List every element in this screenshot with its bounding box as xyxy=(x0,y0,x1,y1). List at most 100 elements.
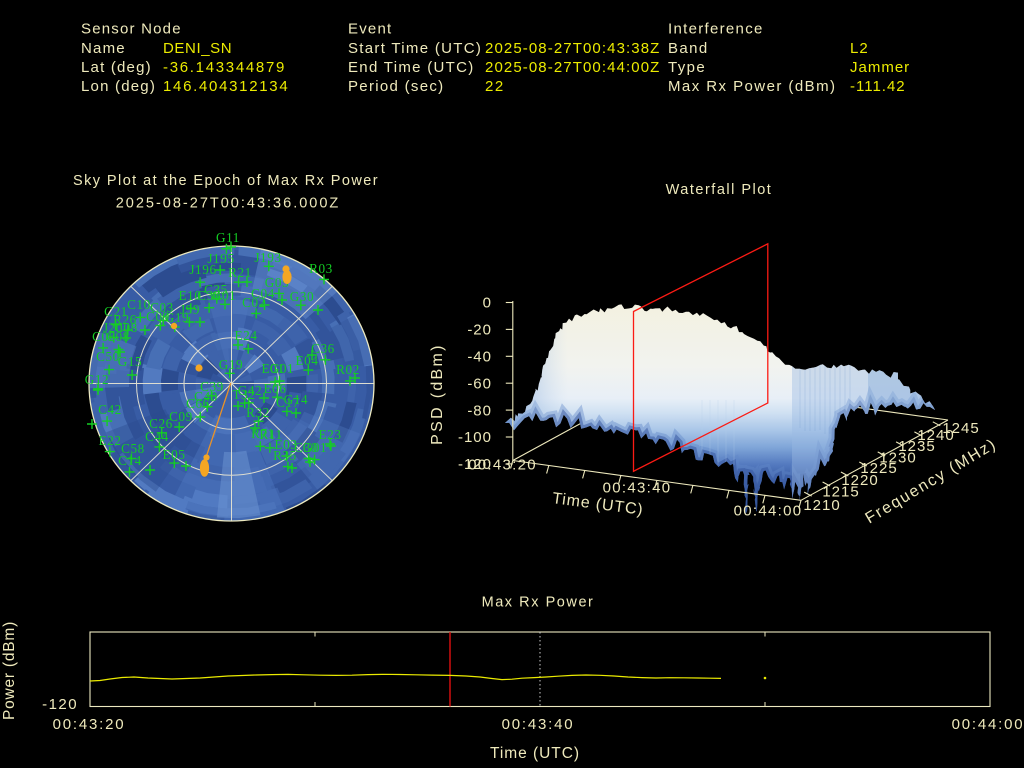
svg-text:Sky Plot at the Epoch of Max R: Sky Plot at the Epoch of Max Rx Power xyxy=(73,173,379,189)
svg-text:22: 22 xyxy=(485,78,505,95)
svg-text:Band: Band xyxy=(668,40,709,57)
svg-text:E01: E01 xyxy=(261,361,284,376)
svg-text:00:43:20: 00:43:20 xyxy=(53,716,126,733)
svg-text:G01: G01 xyxy=(212,288,237,303)
svg-text:Start Time (UTC): Start Time (UTC) xyxy=(348,40,482,57)
svg-text:L2: L2 xyxy=(850,40,869,57)
svg-text:End Time (UTC): End Time (UTC) xyxy=(348,59,475,76)
svg-text:C39: C39 xyxy=(200,379,224,394)
svg-text:00:43:20: 00:43:20 xyxy=(468,457,537,474)
svg-text:Name: Name xyxy=(81,40,126,57)
svg-text:-80: -80 xyxy=(467,402,492,419)
svg-text:-36.143344879: -36.143344879 xyxy=(163,59,286,76)
svg-text:C08: C08 xyxy=(106,329,130,344)
svg-text:E05: E05 xyxy=(162,447,185,462)
svg-text:C14: C14 xyxy=(118,453,142,468)
svg-text:J193: J193 xyxy=(254,250,281,265)
svg-text:G19: G19 xyxy=(219,357,244,372)
svg-text:G14: G14 xyxy=(284,392,309,407)
svg-text:-20: -20 xyxy=(467,322,492,339)
svg-text:E24: E24 xyxy=(234,328,257,343)
svg-text:1235: 1235 xyxy=(898,438,935,455)
svg-text:C36: C36 xyxy=(311,341,335,356)
svg-text:C09: C09 xyxy=(169,409,193,424)
svg-text:C21: C21 xyxy=(104,304,128,319)
svg-text:C06: C06 xyxy=(92,329,116,344)
svg-text:J195: J195 xyxy=(207,251,234,266)
svg-text:G42: G42 xyxy=(238,383,263,398)
svg-text:G15: G15 xyxy=(118,354,143,369)
svg-text:E23: E23 xyxy=(318,427,341,442)
svg-text:PSD (dBm): PSD (dBm) xyxy=(429,343,446,445)
svg-text:C08: C08 xyxy=(114,320,138,335)
svg-text:C17: C17 xyxy=(276,395,300,410)
svg-text:1215: 1215 xyxy=(822,484,859,501)
svg-text:Period (sec): Period (sec) xyxy=(348,78,444,95)
svg-text:J20: J20 xyxy=(103,320,123,335)
svg-text:C03: C03 xyxy=(150,300,174,315)
svg-text:-111.42: -111.42 xyxy=(850,78,906,95)
svg-text:G01: G01 xyxy=(270,361,295,376)
svg-text:C30: C30 xyxy=(294,440,318,455)
svg-text:Event: Event xyxy=(348,21,392,38)
svg-text:C02: C02 xyxy=(242,295,266,310)
svg-text:C10: C10 xyxy=(127,297,151,312)
svg-text:00:43:40: 00:43:40 xyxy=(502,716,575,733)
svg-text:Max Rx Power: Max Rx Power xyxy=(482,595,595,611)
svg-text:00:44:00: 00:44:00 xyxy=(734,503,803,520)
svg-text:R21: R21 xyxy=(228,265,252,280)
svg-text:C42: C42 xyxy=(98,402,122,417)
svg-text:2025-08-27T00:43:36.000Z: 2025-08-27T00:43:36.000Z xyxy=(116,196,341,212)
svg-text:R02: R02 xyxy=(336,362,360,377)
svg-text:E06: E06 xyxy=(263,381,286,396)
svg-text:1240: 1240 xyxy=(917,427,954,444)
svg-text:1210: 1210 xyxy=(803,497,840,514)
svg-text:R03: R03 xyxy=(309,261,333,276)
svg-text:Sensor Node: Sensor Node xyxy=(81,21,182,38)
svg-text:-100: -100 xyxy=(458,429,492,446)
svg-text:1230: 1230 xyxy=(879,450,916,467)
svg-text:E03: E03 xyxy=(274,437,297,452)
svg-text:G30: G30 xyxy=(290,289,315,304)
svg-text:Lon (deg): Lon (deg) xyxy=(81,78,156,95)
svg-text:C26: C26 xyxy=(149,416,173,431)
svg-text:Waterfall Plot: Waterfall Plot xyxy=(666,182,773,198)
svg-text:C04: C04 xyxy=(251,286,275,301)
svg-text:Type: Type xyxy=(668,59,706,76)
svg-text:1225: 1225 xyxy=(860,460,897,477)
svg-text:G19: G19 xyxy=(165,310,190,325)
svg-text:00:44:00: 00:44:00 xyxy=(952,716,1024,733)
svg-text:-120: -120 xyxy=(458,456,492,473)
svg-text:R26: R26 xyxy=(113,312,137,327)
svg-text:Max Rx Power (dBm): Max Rx Power (dBm) xyxy=(668,78,836,95)
svg-text:1220: 1220 xyxy=(841,472,878,489)
svg-text:-120: -120 xyxy=(42,696,78,713)
svg-text:146.404312134: 146.404312134 xyxy=(163,78,289,95)
svg-text:1245: 1245 xyxy=(942,420,979,437)
svg-text:C50: C50 xyxy=(96,349,120,364)
svg-text:J196: J196 xyxy=(189,262,216,277)
svg-text:Time (UTC): Time (UTC) xyxy=(490,745,580,762)
svg-text:Lat (deg): Lat (deg) xyxy=(81,59,152,76)
svg-text:Power (dBm): Power (dBm) xyxy=(1,621,18,720)
svg-text:R32: R32 xyxy=(246,405,270,420)
svg-text:G01: G01 xyxy=(303,440,328,455)
svg-text:-40: -40 xyxy=(467,349,492,366)
svg-text:R71: R71 xyxy=(251,426,275,441)
svg-text:-60: -60 xyxy=(467,375,492,392)
svg-text:C35: C35 xyxy=(204,282,228,297)
svg-text:J99: J99 xyxy=(180,302,200,317)
svg-text:Interference: Interference xyxy=(668,21,764,38)
svg-text:E10: E10 xyxy=(178,288,201,303)
svg-text:0: 0 xyxy=(483,295,492,312)
svg-text:C44: C44 xyxy=(145,429,169,444)
svg-text:DENI_SN: DENI_SN xyxy=(163,40,232,57)
svg-text:2025-08-27T00:44:00Z: 2025-08-27T00:44:00Z xyxy=(485,59,660,76)
svg-text:Jammer: Jammer xyxy=(850,59,910,76)
svg-text:R11: R11 xyxy=(259,427,282,442)
svg-text:2025-08-27T00:43:38Z: 2025-08-27T00:43:38Z xyxy=(485,40,660,57)
svg-text:00:43:40: 00:43:40 xyxy=(603,480,672,497)
svg-text:E22: E22 xyxy=(98,433,121,448)
svg-text:G11: G11 xyxy=(216,230,240,245)
svg-text:C58: C58 xyxy=(121,441,145,456)
